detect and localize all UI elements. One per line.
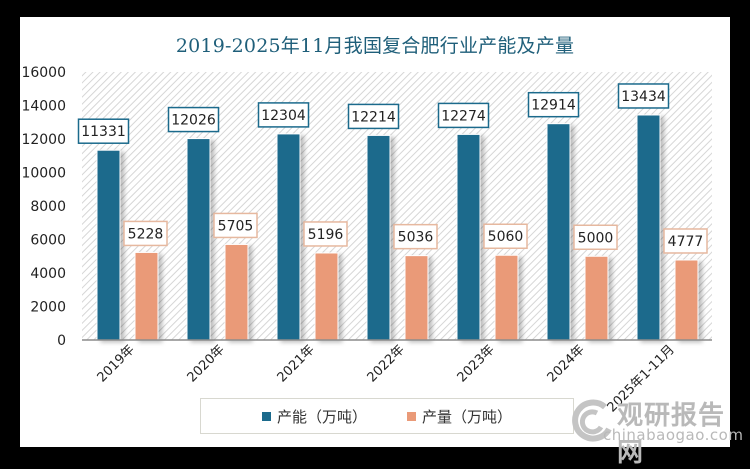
legend: 产能（万吨） 产量（万吨） xyxy=(200,398,574,434)
bar-output[interactable] xyxy=(494,254,519,341)
data-label-output: 5196 xyxy=(308,227,344,243)
legend-swatch-capacity xyxy=(261,411,271,421)
bar-output[interactable] xyxy=(134,251,159,341)
y-tick-label: 2000 xyxy=(30,300,66,316)
data-label-capacity: 11331 xyxy=(81,124,126,140)
data-label-box xyxy=(483,223,528,249)
data-label-box xyxy=(393,223,438,250)
bar-capacity[interactable] xyxy=(186,138,211,341)
legend-item-capacity[interactable]: 产能（万吨） xyxy=(261,406,367,427)
chart-title: 2019-2025年11月我国复合肥行业产能及产量 xyxy=(175,35,575,57)
chart-panel: 2019-2025年11月我国复合肥行业产能及产量 0 2000 4000 6000 8… xyxy=(20,17,743,468)
bar-output[interactable] xyxy=(314,252,339,341)
bar-chart: 0 2000 4000 6000 8000 10000 12000 14000 16000 11… xyxy=(21,65,712,415)
data-label-box xyxy=(617,83,670,109)
x-tick-label: 2023年 xyxy=(455,342,498,385)
x-tick-label: 2020年 xyxy=(185,342,228,385)
bar-capacity[interactable] xyxy=(96,149,121,341)
legend-item-output[interactable]: 产量（万吨） xyxy=(407,406,512,427)
data-label-box xyxy=(303,221,348,247)
bar-capacity[interactable] xyxy=(546,123,571,341)
watermark-logo-icon xyxy=(572,399,612,442)
bar-output[interactable] xyxy=(584,255,609,341)
data-label-output: 5705 xyxy=(218,218,254,234)
bar-capacity[interactable] xyxy=(366,134,391,341)
bar-output[interactable] xyxy=(224,243,249,341)
data-label-capacity: 12214 xyxy=(351,109,396,125)
data-label-box xyxy=(663,228,708,254)
data-label-box xyxy=(347,103,400,130)
legend-label-capacity: 产能（万吨） xyxy=(276,407,367,426)
data-label-box xyxy=(213,212,258,239)
bar-output[interactable] xyxy=(404,255,429,341)
y-tick-label: 14000 xyxy=(21,99,66,115)
y-tick-label: 0 xyxy=(57,333,66,349)
data-label-box xyxy=(527,91,580,118)
data-label-box xyxy=(167,106,220,133)
legend-swatch-output xyxy=(407,411,416,421)
y-tick-label: 10000 xyxy=(21,166,66,182)
y-axis: 0 2000 4000 6000 8000 10000 12000 14000 16000 xyxy=(21,65,66,349)
data-label-capacity: 13434 xyxy=(621,89,666,105)
data-label-box xyxy=(257,102,310,128)
x-tick-label: 2024年 xyxy=(545,342,588,385)
y-tick-label: 4000 xyxy=(30,266,66,282)
data-label-box xyxy=(573,224,618,250)
data-label-box xyxy=(123,220,168,247)
x-tick-label: 2019年 xyxy=(95,342,138,385)
legend-label-output: 产量（万吨） xyxy=(422,407,513,426)
data-label-capacity: 12274 xyxy=(441,108,486,124)
y-tick-label: 12000 xyxy=(21,132,66,148)
y-tick-label: 6000 xyxy=(30,233,66,249)
bars-group: 11331 5228 12026 5705 12304 5196 12214 5036 1227… xyxy=(77,83,708,341)
watermark: 观研报告网 chinabaogao.com xyxy=(565,395,745,468)
bar-capacity[interactable] xyxy=(636,114,661,341)
watermark-url: chinabaogao.com xyxy=(603,426,744,444)
y-tick-label: 8000 xyxy=(30,199,66,215)
data-label-output: 5228 xyxy=(128,226,164,242)
data-label-capacity: 12304 xyxy=(261,108,306,124)
data-label-capacity: 12026 xyxy=(171,113,216,129)
data-label-output: 4777 xyxy=(668,234,704,250)
x-tick-label: 2022年 xyxy=(365,342,408,385)
bar-output[interactable] xyxy=(674,259,699,341)
x-tick-label: 2021年 xyxy=(275,342,318,385)
data-label-box xyxy=(77,118,130,144)
bar-capacity[interactable] xyxy=(276,133,301,341)
data-label-capacity: 12914 xyxy=(531,98,576,114)
data-label-output: 5060 xyxy=(488,229,524,245)
data-label-output: 5000 xyxy=(578,230,614,246)
y-tick-label: 16000 xyxy=(21,65,66,81)
bar-capacity[interactable] xyxy=(456,133,481,341)
data-label-box xyxy=(437,102,490,129)
data-label-output: 5036 xyxy=(398,230,434,246)
